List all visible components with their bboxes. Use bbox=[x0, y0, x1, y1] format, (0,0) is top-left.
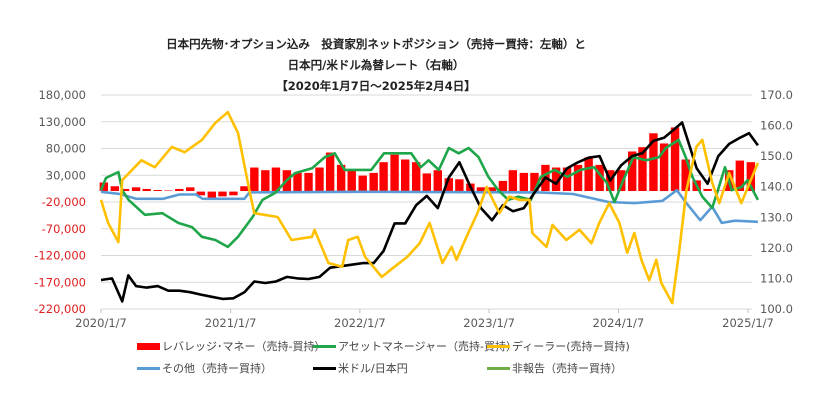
y-left-tick-label: -170,000 bbox=[34, 275, 86, 289]
chart-title-line-1: 日本円先物･オプション込み 投資家別ネットポジション（売持ー買持：左軸）と bbox=[166, 37, 586, 51]
leveraged-money-bar bbox=[519, 172, 529, 192]
leveraged-money-bar bbox=[325, 151, 335, 192]
y-left-tick-label: 80,000 bbox=[46, 142, 86, 156]
y-right-tick-label: 130.0 bbox=[760, 210, 793, 224]
leveraged-money-bar bbox=[260, 169, 271, 192]
leveraged-money-bar bbox=[131, 186, 141, 192]
leveraged-money-bar bbox=[389, 154, 400, 192]
leveraged-money-bar bbox=[648, 132, 659, 192]
leveraged-money-bar bbox=[174, 188, 185, 192]
series-line-2 bbox=[99, 110, 760, 305]
y-right-tick-label: 100.0 bbox=[760, 302, 793, 316]
legend-item: その他（売持ー買持） bbox=[137, 360, 272, 376]
y-left-tick-label: -70,000 bbox=[42, 222, 86, 236]
legend-swatch bbox=[137, 342, 160, 350]
leveraged-money-bar bbox=[616, 169, 627, 192]
legend-item: アセットマネージャー（売持-買持） bbox=[313, 338, 517, 354]
leveraged-money-bar bbox=[249, 166, 260, 192]
leveraged-money-bar bbox=[746, 161, 756, 192]
leveraged-money-bar bbox=[378, 161, 389, 192]
leveraged-money-bar bbox=[400, 158, 410, 192]
y-left-tick-label: 130,000 bbox=[38, 115, 86, 129]
leveraged-money-bar bbox=[314, 166, 325, 192]
y-right-tick-label: 150.0 bbox=[760, 149, 793, 163]
leveraged-money-bar bbox=[141, 188, 152, 192]
leveraged-money-bar bbox=[702, 188, 713, 192]
y-right-tick-label: 120.0 bbox=[760, 241, 793, 255]
leveraged-money-bar bbox=[228, 191, 239, 196]
leveraged-money-bar bbox=[573, 164, 583, 192]
x-tick-label: 2022/1/7 bbox=[334, 316, 386, 330]
series-line-4 bbox=[100, 121, 759, 303]
legend-swatch bbox=[313, 344, 336, 348]
y-right-tick-label: 110.0 bbox=[760, 271, 793, 285]
leveraged-money-bar bbox=[637, 146, 648, 192]
leveraged-money-bar bbox=[303, 172, 314, 192]
leveraged-money-bar bbox=[659, 142, 669, 192]
y-left-tick-label: -120,000 bbox=[34, 249, 86, 263]
x-tick-label: 2024/1/7 bbox=[593, 316, 645, 330]
chart-title-line-3: 【2020年1月7日～2025年2月4日】 bbox=[276, 79, 476, 93]
leveraged-money-bar bbox=[346, 169, 357, 192]
leveraged-money-bar bbox=[583, 156, 594, 192]
legend-item: レバレッジ･マネー（売持-買持） bbox=[137, 338, 325, 354]
y-left-tick-label: 30,000 bbox=[46, 168, 86, 182]
leveraged-money-bar bbox=[498, 180, 508, 192]
leveraged-money-bar bbox=[508, 169, 518, 192]
leveraged-money-bar bbox=[110, 185, 120, 192]
y-left-tick-label: -20,000 bbox=[42, 195, 86, 209]
leveraged-money-bar bbox=[454, 178, 465, 192]
x-tick-label: 2021/1/7 bbox=[205, 316, 257, 330]
legend-swatch bbox=[487, 344, 510, 348]
chart-title-line-2: 日本円/米ドル為替レート（右軸） bbox=[287, 58, 465, 72]
leveraged-money-bar bbox=[152, 189, 163, 192]
x-tick-label: 2020/1/7 bbox=[75, 316, 127, 330]
leveraged-money-bar bbox=[357, 174, 368, 192]
legend-swatch bbox=[487, 366, 510, 370]
legend-label: 米ドル/日本円 bbox=[338, 362, 408, 375]
leveraged-money-bar bbox=[432, 169, 443, 192]
legend-swatch bbox=[313, 366, 336, 370]
y-left-tick-label: 180,000 bbox=[38, 88, 86, 102]
y-right-tick-label: 170.0 bbox=[760, 88, 793, 102]
series-line-3 bbox=[100, 188, 758, 225]
leveraged-money-bar bbox=[217, 191, 228, 197]
legend-item: ディーラー(売持ー買持) bbox=[487, 338, 630, 354]
leveraged-money-bar bbox=[185, 186, 196, 192]
legend-swatch bbox=[137, 366, 160, 370]
leveraged-money-bar bbox=[670, 126, 680, 192]
legend-label: アセットマネージャー（売持-買持） bbox=[338, 340, 517, 353]
legend-item: 非報告（売持ー買持） bbox=[487, 360, 622, 376]
leveraged-money-bar bbox=[422, 172, 432, 192]
legend-label: ディーラー(売持ー買持) bbox=[512, 340, 630, 353]
legend-label: レバレッジ･マネー（売持-買持） bbox=[162, 340, 326, 353]
y-right-tick-label: 160.0 bbox=[760, 119, 793, 133]
y-left-tick-label: -220,000 bbox=[34, 302, 86, 316]
leveraged-money-bar bbox=[163, 189, 174, 192]
series-line-1 bbox=[99, 138, 760, 249]
legend-item: 米ドル/日本円 bbox=[313, 360, 408, 376]
leveraged-money-bar bbox=[735, 159, 745, 192]
x-tick-label: 2023/1/7 bbox=[463, 316, 515, 330]
legend-label: その他（売持ー買持） bbox=[162, 362, 272, 375]
leveraged-money-bar bbox=[368, 172, 379, 192]
y-right-tick-label: 140.0 bbox=[760, 180, 793, 194]
legend-label: 非報告（売持ー買持） bbox=[512, 362, 622, 375]
x-tick-label: 2025/1/7 bbox=[722, 316, 774, 330]
